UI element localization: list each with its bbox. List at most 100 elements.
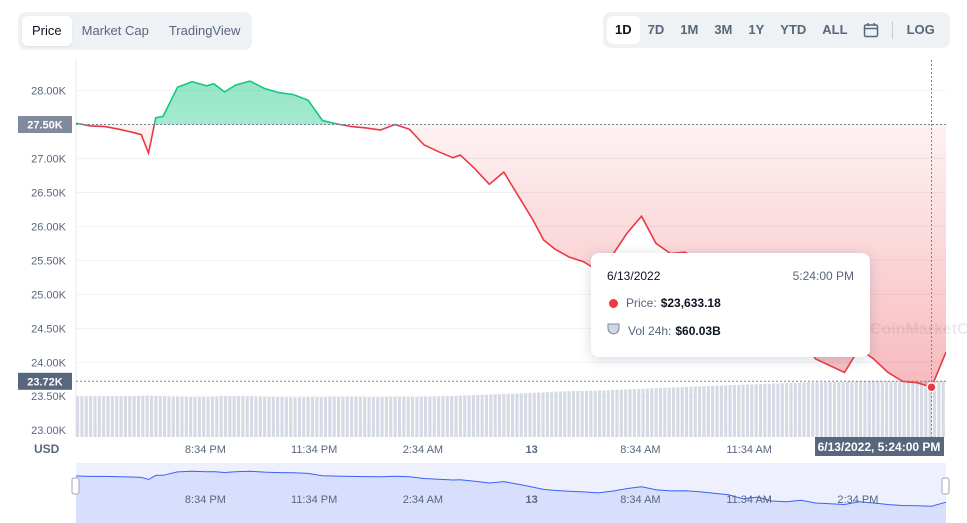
tab-market-cap[interactable]: Market Cap — [81, 23, 149, 38]
volume-bar — [284, 397, 288, 437]
volume-bar — [258, 396, 262, 437]
navigator-right-handle[interactable] — [941, 477, 950, 495]
volume-bar — [471, 395, 475, 437]
y-tick-label: 25.50K — [31, 255, 67, 267]
range-3m-button[interactable]: 3M — [714, 22, 733, 37]
volume-bar — [354, 396, 358, 437]
volume-bar — [850, 381, 854, 437]
volume-bar — [197, 397, 201, 437]
tab-price[interactable]: Price — [22, 16, 72, 46]
volume-bars — [76, 380, 945, 437]
range-navigator[interactable]: 8:34 PM 11:34 PM 2:34 AM 13 8:34 AM 11:34 AM 2… — [71, 463, 950, 523]
volume-bar — [154, 395, 158, 437]
volume-bar — [337, 396, 341, 437]
volume-bar — [297, 397, 301, 437]
volume-bar — [654, 388, 658, 437]
volume-bar — [724, 385, 728, 437]
range-ytd-button[interactable]: YTD — [780, 22, 807, 37]
volume-bar — [671, 387, 676, 437]
volume-bar — [611, 390, 615, 437]
price-dot-icon — [609, 298, 618, 308]
range-7d-button[interactable]: 7D — [647, 22, 665, 37]
volume-bar — [737, 384, 741, 437]
tab-tradingview[interactable]: TradingView — [168, 23, 241, 38]
price-area-down — [76, 124, 946, 388]
volume-bar — [532, 392, 536, 437]
volume-bar — [615, 389, 619, 437]
volume-bar — [489, 394, 493, 437]
volume-bar — [667, 387, 671, 437]
range-divider — [891, 21, 893, 39]
volume-bar — [689, 386, 693, 437]
volume-bar — [210, 396, 214, 437]
volume-bar — [189, 397, 193, 437]
svg-text:6/13/2022, 5:24:00 PM: 6/13/2022, 5:24:00 PM — [818, 440, 941, 454]
volume-bar — [563, 391, 567, 437]
x-tick-label: 13 — [526, 444, 538, 456]
volume-bar — [541, 392, 545, 437]
volume-bar — [89, 396, 93, 437]
volume-bar — [145, 395, 149, 437]
range-1d-button[interactable]: 1D — [607, 16, 640, 44]
volume-bar — [789, 382, 793, 437]
volume-bar — [571, 391, 576, 437]
volume-bar — [589, 390, 593, 437]
volume-bar — [728, 385, 732, 437]
navigator-tick-label: 2:34 AM — [403, 494, 443, 506]
tooltip-date: 6/13/2022 — [607, 269, 661, 283]
volume-bar — [306, 397, 310, 437]
volume-bar — [837, 381, 841, 437]
volume-bar — [445, 396, 449, 437]
volume-bar — [889, 381, 893, 437]
volume-bar — [476, 394, 480, 437]
volume-bar — [102, 396, 106, 437]
volume-bar — [628, 389, 632, 437]
volume-bar — [763, 383, 767, 437]
volume-bar — [97, 396, 101, 437]
volume-bar — [184, 396, 188, 437]
volume-bar — [624, 389, 628, 437]
calendar-icon[interactable] — [856, 16, 886, 44]
volume-bar — [219, 396, 223, 437]
volume-bar — [502, 393, 506, 437]
volume-bar — [811, 382, 815, 437]
volume-bar — [528, 392, 532, 437]
volume-bar — [315, 397, 319, 437]
volume-bar — [428, 396, 432, 437]
volume-bar — [250, 396, 254, 437]
volume-bar — [128, 396, 132, 437]
log-scale-button[interactable]: LOG — [906, 22, 935, 37]
volume-bar — [906, 381, 910, 437]
volume-bar — [754, 384, 758, 437]
volume-bar — [880, 381, 884, 437]
volume-bar — [176, 396, 180, 437]
navigator-left-handle[interactable] — [71, 477, 80, 495]
volume-bar — [576, 391, 580, 437]
volume-bar — [845, 381, 850, 437]
currency-label: USD — [34, 442, 60, 456]
volume-bar — [193, 397, 197, 437]
volume-bar — [780, 383, 784, 437]
volume-bar — [558, 391, 562, 437]
volume-bar — [280, 397, 284, 437]
volume-bar — [606, 390, 610, 437]
volume-bar — [515, 393, 519, 437]
volume-bar — [676, 387, 680, 437]
volume-bar — [802, 382, 806, 437]
volume-bar — [719, 385, 723, 437]
volume-bar — [550, 391, 554, 437]
range-all-button[interactable]: ALL — [822, 22, 848, 37]
cursor-price-label: 23.72K — [18, 372, 72, 390]
volume-bar — [441, 396, 445, 437]
volume-bar — [437, 396, 441, 437]
volume-bar — [885, 381, 889, 437]
cursor-time-label: 6/13/2022, 5:24:00 PM — [815, 437, 944, 456]
volume-bar — [302, 397, 306, 437]
range-1y-button[interactable]: 1Y — [748, 22, 765, 37]
volume-bar — [819, 382, 823, 437]
volume-bar — [698, 386, 702, 437]
volume-bar — [493, 394, 497, 437]
volume-bar — [467, 395, 471, 437]
range-1m-button[interactable]: 1M — [680, 22, 699, 37]
